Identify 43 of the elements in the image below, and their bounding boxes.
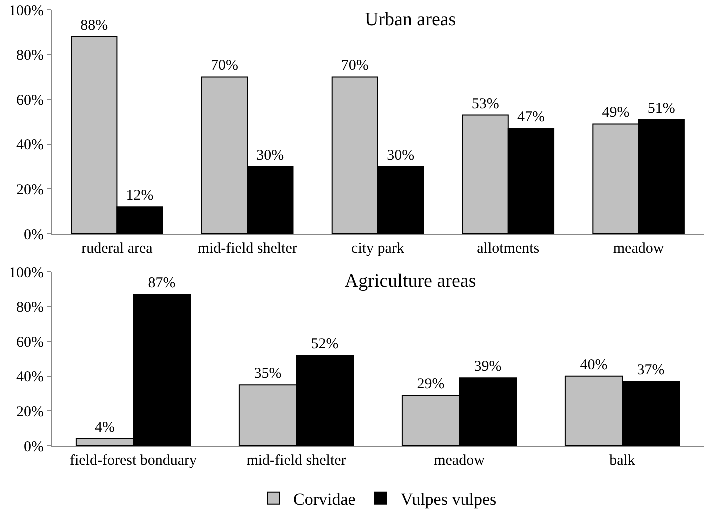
y-tick-label: 20% — [16, 182, 44, 198]
x-tick-label: field-forest bonduary — [70, 453, 198, 469]
y-tick-label: 0% — [24, 227, 44, 244]
data-label: 12% — [126, 188, 154, 204]
x-tick-label: balk — [610, 453, 636, 469]
chart-title: Agriculture areas — [344, 271, 476, 292]
y-tick-label: 80% — [16, 48, 44, 64]
data-label: 51% — [648, 100, 676, 117]
x-tick-label: city park — [352, 241, 405, 257]
y-tick-label: 0% — [24, 439, 44, 456]
y-tick-label: 40% — [16, 370, 44, 386]
x-tick-label: meadow — [613, 241, 664, 257]
data-label: 37% — [637, 362, 665, 379]
data-label: 35% — [254, 366, 282, 382]
data-label: 87% — [148, 276, 176, 292]
data-label: 88% — [80, 18, 108, 34]
data-label: 39% — [474, 359, 502, 376]
data-label: 30% — [387, 148, 415, 164]
y-tick-label: 60% — [16, 334, 44, 351]
x-tick-label: mid-field shelter — [246, 453, 346, 469]
y-tick-label: 100% — [9, 3, 44, 20]
data-label: 53% — [472, 96, 500, 112]
data-label: 29% — [417, 376, 445, 393]
y-tick-label: 100% — [9, 265, 44, 282]
data-label: 40% — [580, 357, 608, 374]
y-tick-label: 20% — [16, 404, 44, 420]
data-label: 47% — [517, 110, 545, 126]
chart-title: Urban areas — [364, 10, 456, 31]
data-label: 49% — [602, 105, 630, 122]
legend-label: Corvidae — [294, 490, 356, 509]
legend-label: Vulpes vulpes — [400, 490, 497, 509]
data-label: 52% — [311, 336, 339, 353]
y-tick-label: 40% — [16, 138, 44, 154]
y-tick-label: 60% — [16, 92, 44, 109]
x-tick-label: meadow — [434, 453, 486, 469]
x-tick-label: allotments — [477, 241, 540, 257]
data-label: 70% — [211, 58, 239, 74]
data-label: 70% — [341, 58, 369, 74]
x-tick-label: mid-field shelter — [198, 241, 298, 257]
y-tick-label: 80% — [16, 300, 44, 316]
data-label: 30% — [256, 148, 284, 164]
data-label: 4% — [94, 420, 115, 436]
x-tick-label: ruderal area — [82, 241, 154, 257]
